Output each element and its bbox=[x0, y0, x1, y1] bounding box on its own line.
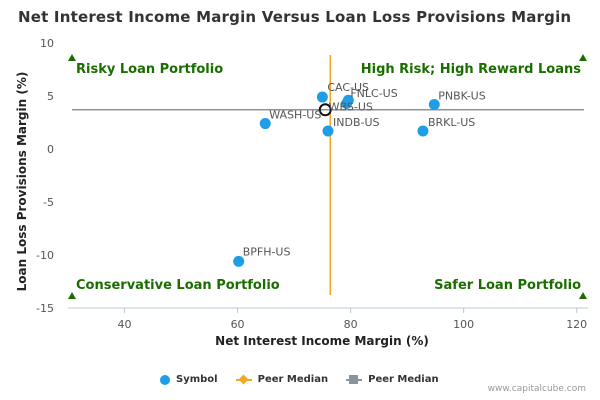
legend-symbol-swatch bbox=[160, 374, 170, 385]
legend-item-peer-y[interactable]: Peer Median bbox=[346, 374, 439, 385]
data-point bbox=[341, 97, 353, 109]
data-point-label: PNBK-US bbox=[438, 89, 485, 102]
y-tick-label: -15 bbox=[36, 302, 54, 315]
x-tick-label: 40 bbox=[118, 318, 132, 331]
y-axis-label: Loan Loss Provisions Margin (%) bbox=[15, 72, 29, 292]
y-tick-label: 5 bbox=[47, 90, 54, 103]
chart-title: Net Interest Income Margin Versus Loan L… bbox=[18, 8, 572, 26]
data-point bbox=[417, 125, 429, 137]
data-point bbox=[322, 125, 334, 137]
legend-peer-x-label: Peer Median bbox=[257, 374, 329, 385]
data-point-label: BRKL-US bbox=[428, 116, 475, 129]
legend-peer-x-swatch bbox=[235, 374, 252, 385]
legend-peer-y-label: Peer Median bbox=[368, 374, 439, 385]
legend-symbol-label: Symbol bbox=[176, 374, 218, 385]
y-tick-label: 0 bbox=[47, 143, 54, 156]
legend: Symbol Peer Median Peer Median bbox=[160, 374, 439, 385]
credit-text: www.capitalcube.com bbox=[487, 384, 586, 394]
corner-marker bbox=[579, 292, 587, 299]
quadrant-label-bottom-left: Conservative Loan Portfolio bbox=[76, 278, 280, 293]
legend-peer-y-swatch bbox=[346, 374, 363, 385]
corner-marker bbox=[68, 292, 76, 299]
legend-item-peer-x[interactable]: Peer Median bbox=[235, 374, 329, 385]
data-point-label: INDB-US bbox=[333, 116, 380, 129]
y-tick-label: 10 bbox=[40, 37, 54, 50]
y-tick-label: -10 bbox=[36, 249, 54, 262]
data-point-label: WBS-US bbox=[329, 100, 373, 113]
data-point-label: WASH-US bbox=[269, 109, 321, 122]
peer-median-marker bbox=[318, 103, 332, 117]
data-point-label: CAC-US bbox=[327, 81, 369, 94]
x-axis-label: Net Interest Income Margin (%) bbox=[215, 334, 429, 348]
x-tick-label: 120 bbox=[566, 318, 587, 331]
data-point bbox=[259, 118, 271, 130]
legend-item-symbol[interactable]: Symbol bbox=[160, 374, 218, 385]
corner-marker bbox=[68, 54, 76, 61]
x-tick-label: 80 bbox=[344, 318, 358, 331]
corner-marker bbox=[579, 54, 587, 61]
x-tick-label: 100 bbox=[453, 318, 474, 331]
quadrant-label-top-right: High Risk; High Reward Loans bbox=[361, 62, 582, 77]
data-point-label: FNLC-US bbox=[350, 87, 397, 100]
x-tick-label: 60 bbox=[231, 318, 245, 331]
y-tick-label: -5 bbox=[43, 196, 54, 209]
data-point bbox=[316, 91, 328, 103]
quadrant-label-bottom-right: Safer Loan Portfolio bbox=[434, 278, 581, 293]
data-point bbox=[428, 98, 440, 110]
data-point-label: BPFH-US bbox=[243, 245, 291, 258]
data-point bbox=[233, 255, 245, 267]
quadrant-label-top-left: Risky Loan Portfolio bbox=[76, 62, 223, 77]
